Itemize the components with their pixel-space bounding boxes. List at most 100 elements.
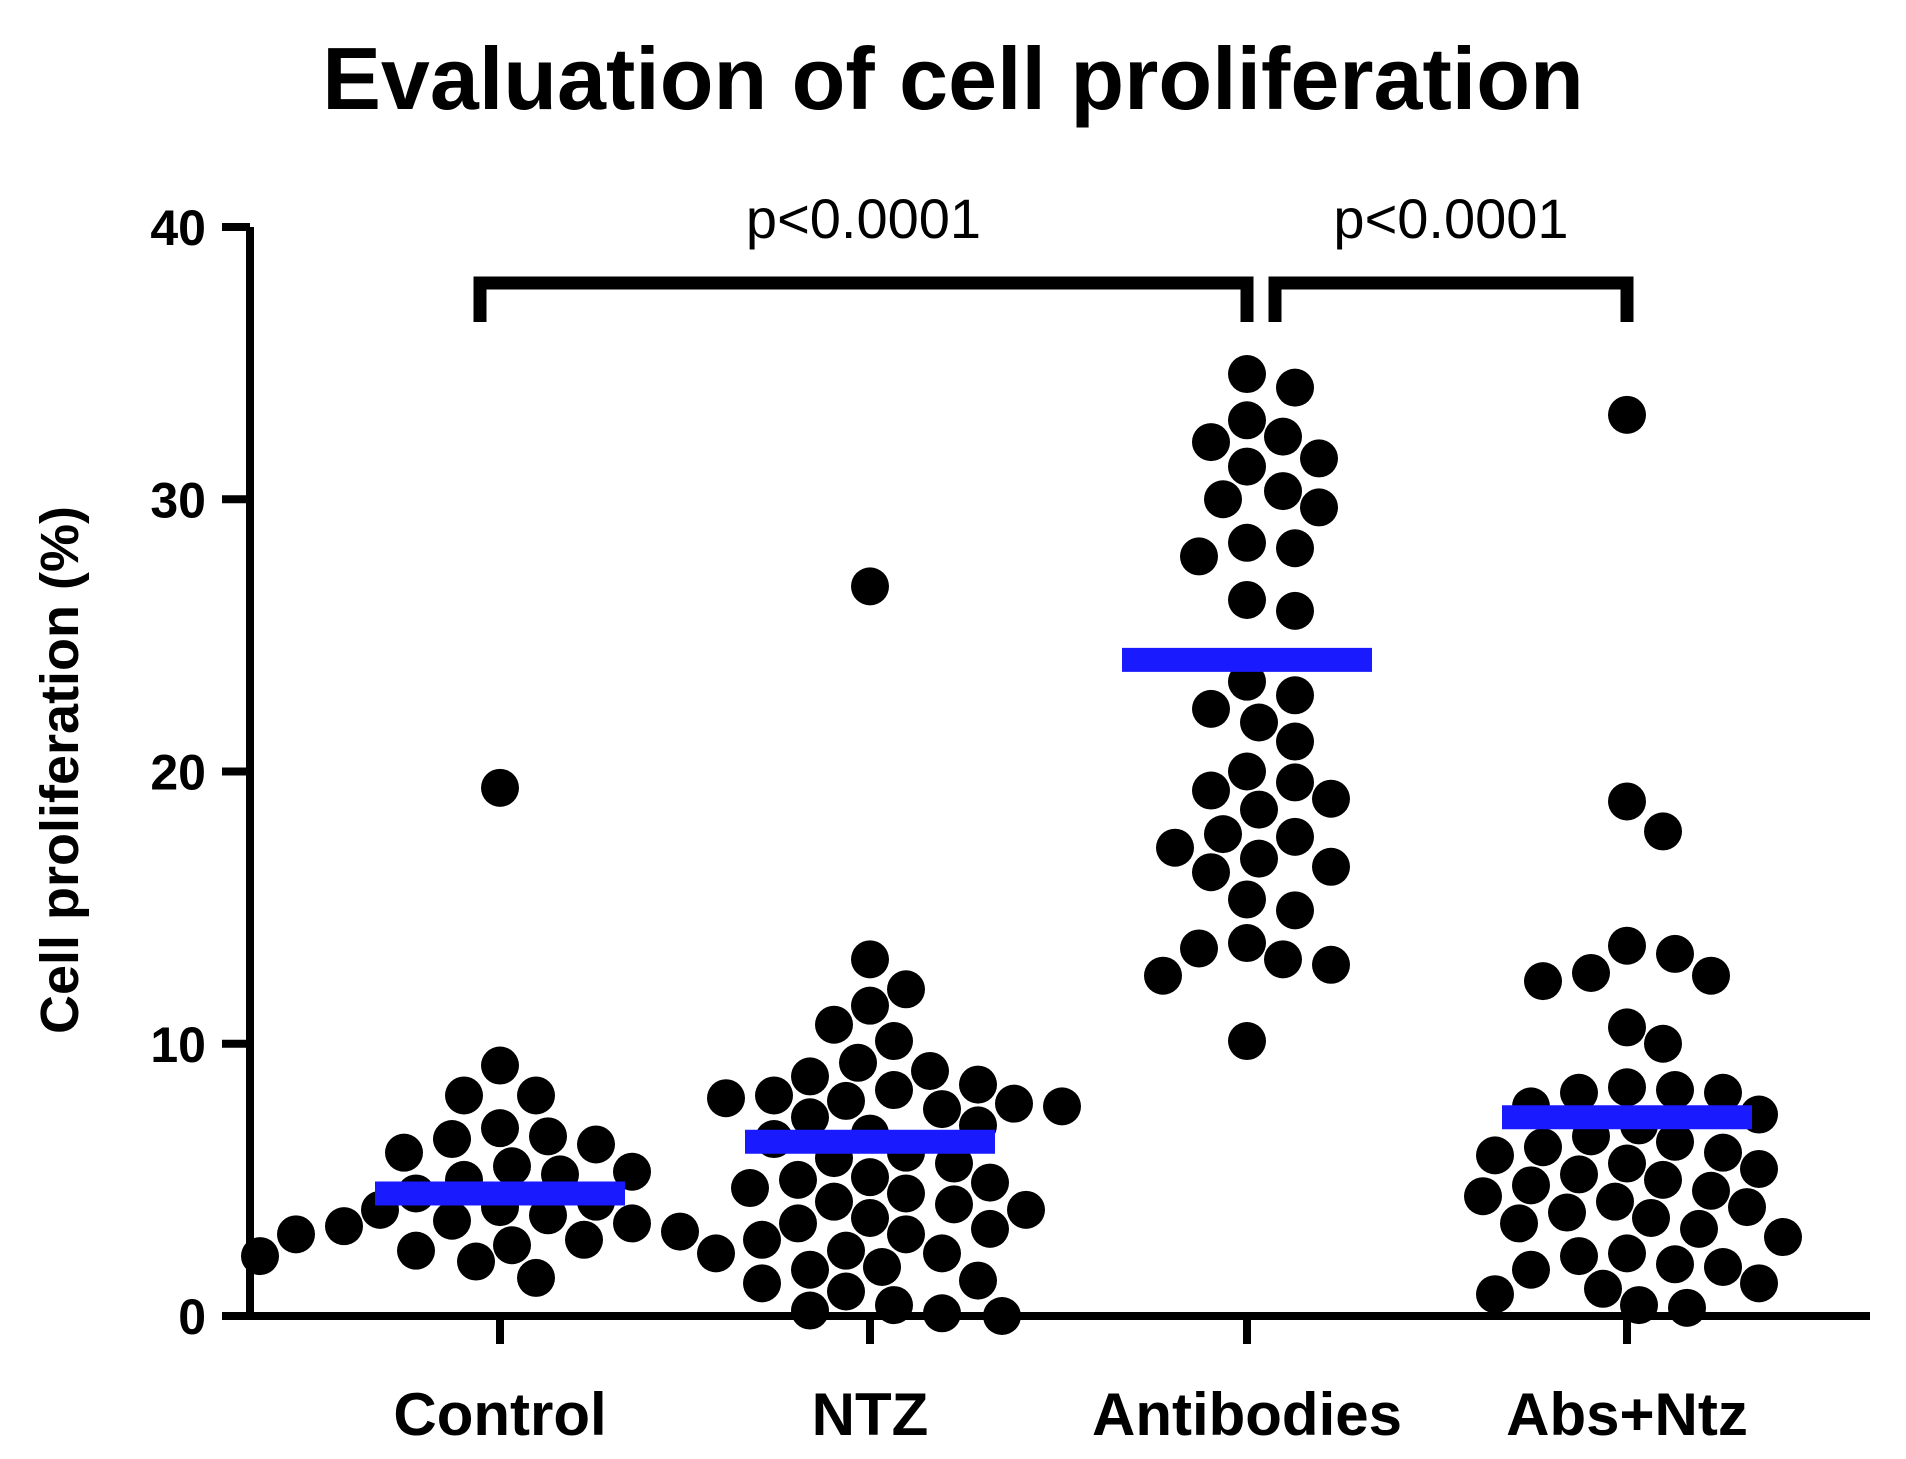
data-point (1240, 790, 1278, 829)
data-point (1740, 1264, 1778, 1303)
data-point (1276, 529, 1314, 568)
data-point (661, 1212, 699, 1251)
data-point (815, 1182, 853, 1221)
data-point (1596, 1182, 1634, 1221)
y-tick-label: 30 (150, 472, 206, 528)
data-point (397, 1231, 435, 1270)
data-point (911, 1051, 949, 1090)
data-point (935, 1144, 973, 1183)
data-point (1228, 580, 1266, 619)
data-point (1608, 1008, 1646, 1047)
data-point (1608, 1144, 1646, 1183)
data-point (791, 1250, 829, 1289)
data-point (1764, 1218, 1802, 1257)
data-point (1144, 956, 1182, 995)
data-point (839, 1043, 877, 1082)
data-point (1180, 537, 1218, 576)
data-point (1560, 1073, 1598, 1112)
data-point (1192, 423, 1230, 462)
data-point (385, 1133, 423, 1172)
data-point (1043, 1087, 1081, 1126)
data-point (887, 970, 925, 1009)
y-tick-label: 40 (150, 200, 206, 256)
data-point (1228, 401, 1266, 440)
data-point (887, 1174, 925, 1213)
data-point (971, 1209, 1009, 1248)
data-point (1644, 1024, 1682, 1063)
data-point (971, 1163, 1009, 1202)
data-point (1228, 924, 1266, 963)
data-point (1608, 1234, 1646, 1273)
data-point (433, 1120, 471, 1159)
data-point (1740, 1149, 1778, 1188)
data-point (529, 1196, 567, 1235)
data-point (1656, 1245, 1694, 1284)
data-point (433, 1201, 471, 1240)
data-point (1312, 847, 1350, 886)
data-point (1464, 1177, 1502, 1216)
significance-bracket (473, 276, 1254, 322)
mean-bar (1122, 647, 1372, 672)
data-point (959, 1065, 997, 1104)
x-ticks: Control NTZ Antibodies Abs+Ntz (393, 1316, 1748, 1448)
data-point (1572, 953, 1610, 992)
y-tick-label: 10 (150, 1017, 206, 1073)
data-point (1276, 891, 1314, 930)
data-point (983, 1297, 1021, 1335)
data-point (743, 1264, 781, 1303)
data-point (1228, 355, 1266, 394)
y-tick-label: 0 (178, 1289, 206, 1345)
mean-bars (375, 647, 1752, 1206)
data-point (1644, 812, 1682, 851)
data-point (517, 1258, 555, 1297)
data-point (1228, 662, 1266, 701)
data-point (613, 1204, 651, 1243)
data-point (1632, 1198, 1670, 1237)
data-point (493, 1147, 531, 1186)
data-point (1524, 1128, 1562, 1167)
data-point (1192, 853, 1230, 892)
data-point (791, 1098, 829, 1137)
data-point (1156, 828, 1194, 867)
data-point (1692, 1171, 1730, 1210)
data-point (1312, 945, 1350, 984)
data-points (241, 355, 1802, 1335)
data-point (697, 1234, 735, 1273)
data-point (1512, 1166, 1550, 1205)
data-point (1608, 1068, 1646, 1107)
data-point (851, 567, 889, 606)
x-category-label: NTZ (812, 1381, 929, 1448)
data-point (1656, 1071, 1694, 1110)
data-point (1264, 417, 1302, 456)
data-point (1560, 1237, 1598, 1276)
significance-brackets: p<0.0001 p<0.0001 (473, 187, 1634, 322)
data-point (1300, 439, 1338, 478)
data-point (1680, 1209, 1718, 1248)
p-value-label: p<0.0001 (1333, 187, 1568, 250)
data-point (875, 1071, 913, 1110)
data-point (1240, 839, 1278, 878)
data-point (1240, 703, 1278, 742)
data-point (1204, 480, 1242, 519)
data-point (1728, 1188, 1766, 1227)
data-point (791, 1291, 829, 1330)
data-point (851, 1198, 889, 1237)
p-value-label: p<0.0001 (746, 187, 981, 250)
data-point (1584, 1269, 1622, 1308)
data-point (481, 1109, 519, 1148)
data-point (241, 1237, 279, 1276)
data-point (1656, 1122, 1694, 1161)
data-point (1007, 1190, 1045, 1229)
data-point (577, 1125, 615, 1164)
data-point (707, 1079, 745, 1118)
mean-bar (745, 1129, 995, 1154)
data-point (493, 1226, 531, 1265)
data-point (1704, 1133, 1742, 1172)
x-category-label: Abs+Ntz (1506, 1381, 1748, 1448)
data-point (1608, 782, 1646, 821)
data-point (1312, 779, 1350, 818)
y-axis-label: Cell proliferation (%) (30, 506, 90, 1034)
data-point (277, 1215, 315, 1254)
x-category-label: Control (393, 1381, 606, 1448)
